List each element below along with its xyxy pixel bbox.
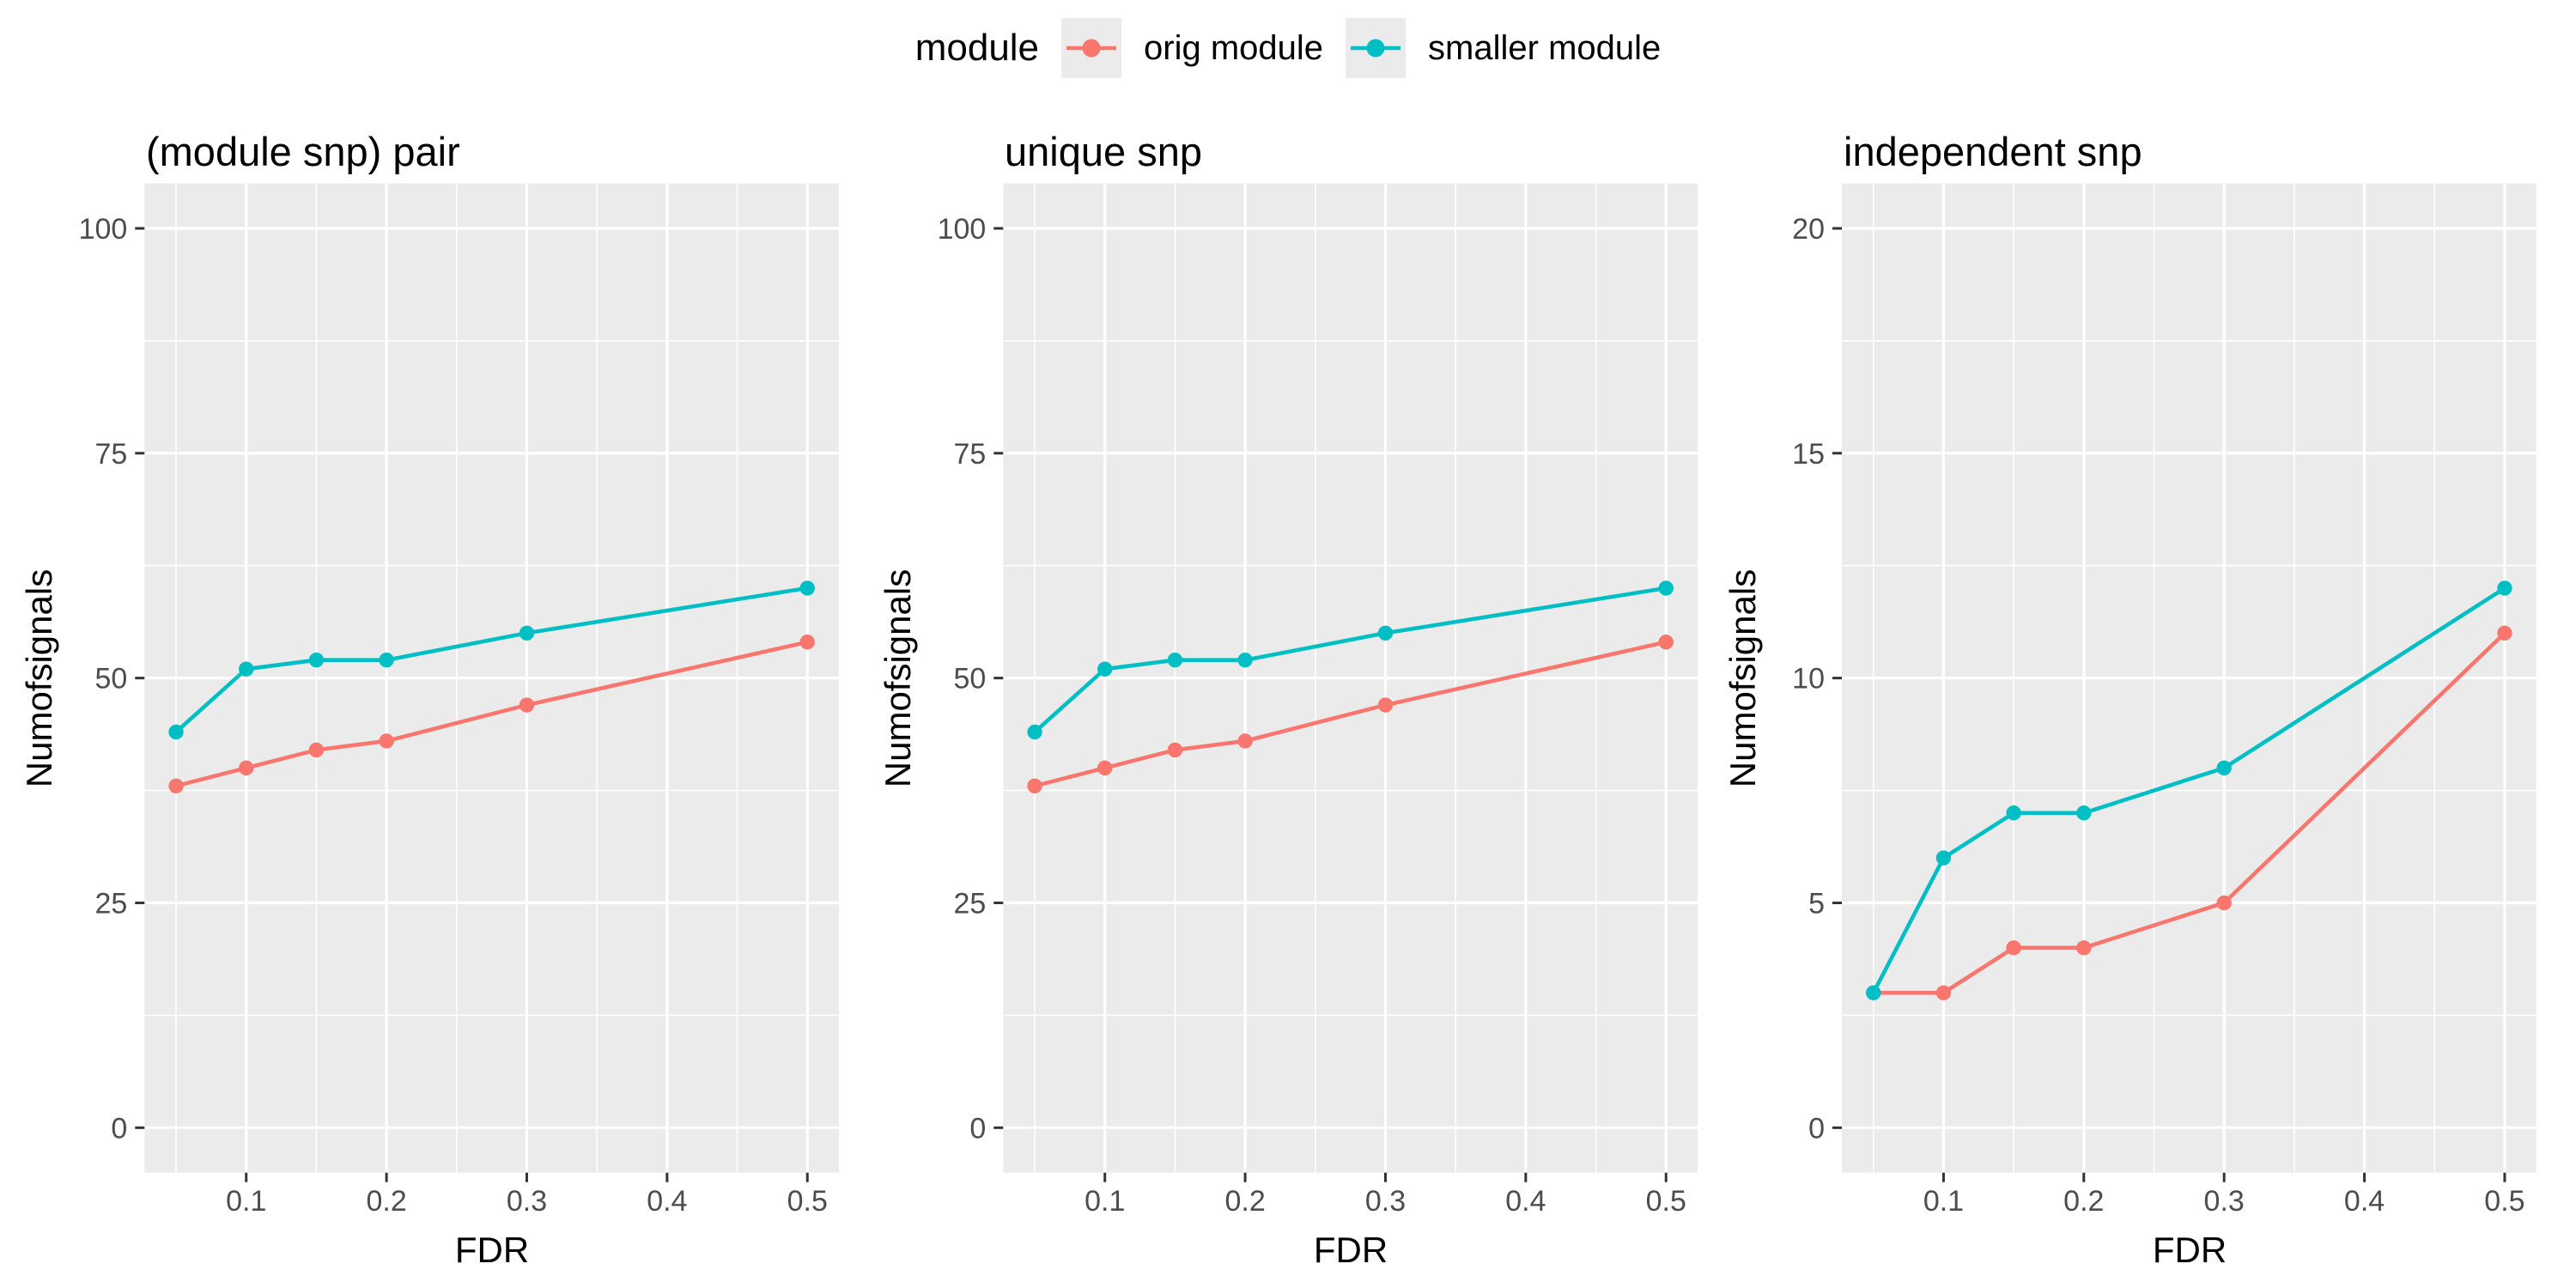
x-axis-tick-label: 0.1 <box>226 1185 266 1218</box>
y-axis-tick-label: 50 <box>94 663 127 696</box>
x-axis-tick-label: 0.4 <box>1505 1185 1546 1218</box>
data-point-orig-module <box>1027 778 1042 794</box>
x-axis-tick-label: 0.4 <box>2344 1185 2385 1218</box>
legend-key-orig-module <box>1061 18 1122 78</box>
y-axis-tick-label: 25 <box>94 887 127 920</box>
x-axis-tick-label: 0.4 <box>647 1185 687 1218</box>
y-axis-tick-label: 75 <box>94 438 127 471</box>
series-line-smaller-module <box>1032 586 1668 734</box>
legend: module orig module smaller module <box>0 17 2576 79</box>
data-point-orig-module <box>2076 940 2092 956</box>
data-point-smaller-module <box>1658 580 1674 596</box>
x-axis-tick-label: 0.1 <box>1084 1185 1125 1218</box>
x-axis-tick-label: 0.5 <box>787 1185 828 1218</box>
series-line-orig-module <box>173 640 810 788</box>
legend-key-smaller-module <box>1346 18 1406 78</box>
x-axis-tick-label: 0.2 <box>1224 1185 1265 1218</box>
y-axis-tick-label: 75 <box>953 438 986 471</box>
y-axis-title-2: Numofsignals <box>878 568 918 788</box>
data-point-smaller-module <box>519 625 535 641</box>
y-axis-tick-label: 15 <box>1792 438 1825 471</box>
data-point-orig-module <box>379 733 394 749</box>
data-point-smaller-module <box>799 580 815 596</box>
y-axis-tick-label: 50 <box>953 663 986 696</box>
y-axis-tick-label: 0 <box>969 1112 986 1145</box>
data-point-orig-module <box>1377 697 1394 713</box>
x-axis-tick-label: 0.5 <box>2484 1185 2524 1218</box>
data-point-orig-module <box>519 697 535 713</box>
data-point-smaller-module <box>379 653 394 668</box>
x-axis-title-2: FDR <box>1313 1230 1388 1270</box>
data-point-orig-module <box>2497 625 2512 641</box>
data-point-orig-module <box>239 760 254 776</box>
x-axis-tick-label: 0.3 <box>2204 1185 2245 1218</box>
y-axis-tick-label: 0 <box>111 1112 127 1145</box>
data-point-orig-module <box>1167 742 1183 758</box>
data-point-smaller-module <box>2076 805 2092 821</box>
x-axis-tick-label: 0.1 <box>1923 1185 1964 1218</box>
x-axis-tick-label: 0.2 <box>2063 1185 2104 1218</box>
data-point-orig-module <box>1237 733 1253 749</box>
data-point-smaller-module <box>2216 760 2232 776</box>
facet-title-independent-snp: independent snp <box>1844 129 2142 174</box>
data-point-smaller-module <box>1027 724 1042 740</box>
series-line-smaller-module <box>1871 586 2507 995</box>
y-axis-title-1: Numofsignals <box>19 568 59 788</box>
x-axis-tick-label: 0.2 <box>366 1185 406 1218</box>
x-axis-tick-label: 0.5 <box>1646 1185 1686 1218</box>
legend-label-smaller-module: smaller module <box>1428 28 1662 67</box>
y-axis-tick-label: 10 <box>1792 663 1825 696</box>
x-axis-tick-label: 0.3 <box>507 1185 547 1218</box>
data-point-orig-module <box>1097 760 1113 776</box>
data-point-smaller-module <box>1097 661 1113 677</box>
x-axis-tick-label: 0.3 <box>1365 1185 1406 1218</box>
data-point-orig-module <box>1658 635 1674 650</box>
data-point-smaller-module <box>239 661 254 677</box>
data-point-orig-module <box>2006 940 2021 956</box>
data-point-orig-module <box>2216 895 2232 911</box>
data-point-smaller-module <box>1866 985 1881 1000</box>
line-point-icon <box>1066 39 1117 58</box>
data-point-smaller-module <box>2006 805 2021 821</box>
legend-title: module <box>914 27 1040 69</box>
data-point-orig-module <box>1935 985 1952 1000</box>
series-line-orig-module <box>1871 630 2507 995</box>
y-axis-tick-label: 25 <box>953 887 986 920</box>
data-point-smaller-module <box>1377 625 1394 641</box>
data-point-smaller-module <box>308 653 325 668</box>
y-axis-tick-label: 20 <box>1792 213 1825 246</box>
y-axis-tick-label: 100 <box>938 213 987 246</box>
data-point-smaller-module <box>1167 653 1183 668</box>
line-point-icon <box>1351 39 1401 58</box>
data-point-smaller-module <box>168 724 184 740</box>
data-point-orig-module <box>308 742 325 758</box>
series-line-smaller-module <box>173 586 810 734</box>
x-axis-title-3: FDR <box>2152 1230 2227 1270</box>
x-axis-title-1: FDR <box>454 1230 530 1270</box>
data-point-smaller-module <box>2497 580 2512 596</box>
y-axis-tick-label: 5 <box>1808 887 1825 920</box>
y-axis-tick-label: 0 <box>1808 1112 1825 1145</box>
data-point-orig-module <box>799 635 815 650</box>
y-axis-tick-label: 100 <box>79 213 128 246</box>
facet-title-unique-snp: unique snp <box>1005 129 1202 174</box>
facet-title-module-snp-pair: (module snp) pair <box>146 129 460 174</box>
legend-label-orig-module: orig module <box>1144 28 1324 67</box>
series-line-orig-module <box>1032 640 1668 788</box>
data-point-smaller-module <box>1935 850 1952 866</box>
data-point-orig-module <box>168 778 184 794</box>
y-axis-title-3: Numofsignals <box>1722 568 1763 788</box>
data-point-smaller-module <box>1237 653 1253 668</box>
